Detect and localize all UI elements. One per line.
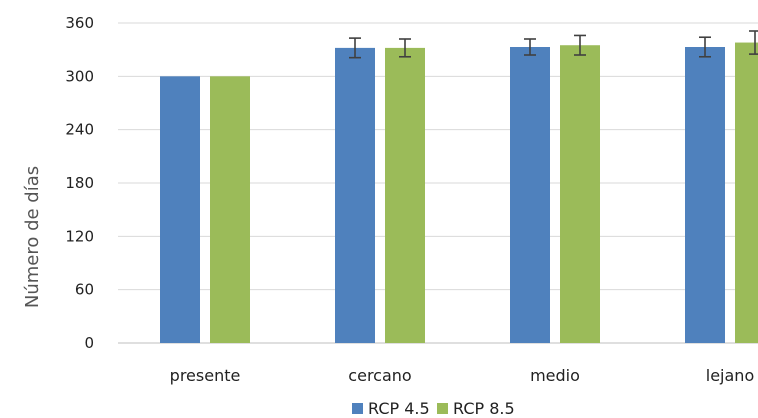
error-bar-lejano-rcp-45: [699, 36, 711, 58]
bar-presente-rcp-45: [160, 76, 200, 343]
bar-cercano-rcp-85: [385, 47, 425, 344]
error-bar-medio-rcp-45: [524, 38, 536, 56]
bar-medio-rcp-45: [510, 47, 550, 343]
error-bar-medio-rcp-85: [574, 34, 586, 56]
legend-label: RCP 4.5: [368, 399, 430, 418]
legend-swatch: [352, 403, 363, 414]
y-tick-label-300: 300: [65, 67, 94, 85]
bar-medio-rcp-85: [560, 45, 600, 343]
legend-item-rcp-85: RCP 8.5: [437, 399, 515, 418]
bar-presente-rcp-85: [210, 76, 250, 343]
error-bar-lejano-rcp-85: [749, 30, 758, 55]
x-axis-category-labels: presente cercano medio lejano: [170, 366, 755, 385]
bar-cercano-rcp-45: [335, 47, 375, 344]
legend-item-rcp-45: RCP 4.5: [352, 399, 430, 418]
legend-swatch: [437, 403, 448, 414]
error-bar-cercano-rcp-85: [399, 38, 411, 58]
y-axis-tick-labels: 0 60 120 180 240 300 360: [65, 14, 94, 352]
bar-lejano-rcp-85: [735, 42, 758, 344]
bar-lejano-rcp-45: [685, 47, 725, 343]
y-tick-label-360: 360: [65, 14, 94, 32]
y-axis-title: Número de días: [22, 166, 43, 308]
y-tick-label-240: 240: [65, 121, 94, 139]
x-category-label-presente: presente: [170, 366, 241, 385]
y-tick-label-0: 0: [84, 334, 94, 352]
y-tick-label-180: 180: [65, 174, 94, 192]
bars: [160, 42, 758, 344]
legend: RCP 4.5 RCP 8.5: [352, 399, 515, 418]
error-bar-cercano-rcp-45: [349, 37, 361, 59]
x-category-label-lejano: lejano: [706, 366, 754, 385]
y-tick-label-120: 120: [65, 227, 94, 245]
error-bars: [349, 30, 758, 59]
x-category-label-cercano: cercano: [348, 366, 411, 385]
x-category-label-medio: medio: [530, 366, 580, 385]
y-tick-label-60: 60: [75, 281, 94, 299]
legend-label: RCP 8.5: [453, 399, 515, 418]
